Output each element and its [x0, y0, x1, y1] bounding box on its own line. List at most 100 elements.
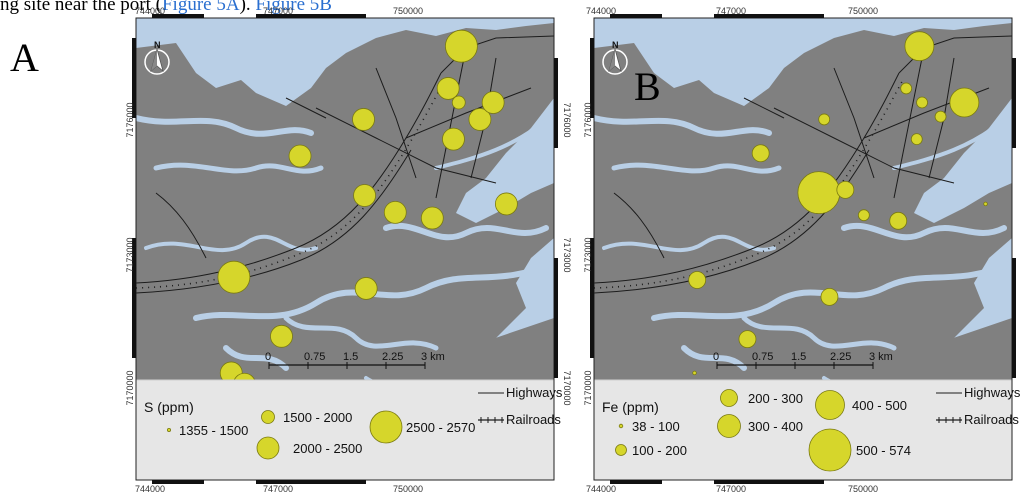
sample-point [900, 82, 913, 95]
north-arrow-icon [144, 47, 170, 75]
sample-point [270, 324, 293, 348]
easting-tick-label-top: 750000 [848, 6, 878, 16]
highway-line [136, 72, 442, 284]
sample-point [420, 206, 444, 230]
legend-class-label: 200 - 300 [748, 391, 803, 406]
legend-class-label: 400 - 500 [852, 398, 907, 413]
neatline-segment [590, 238, 594, 358]
legend-class-label: 38 - 100 [632, 419, 680, 434]
neatline-segment [554, 58, 558, 148]
neatline-segment [132, 38, 136, 118]
highway-line [155, 192, 207, 259]
river-channel [383, 223, 549, 241]
scale-bar-label: 0.75 [752, 351, 773, 363]
sample-point [692, 370, 697, 376]
highway-line [594, 72, 900, 284]
neatline-segment [610, 14, 662, 18]
northing-tick-label-left: 7170000 [125, 370, 135, 405]
neatline-segment [610, 480, 662, 484]
sample-point [436, 77, 460, 100]
easting-tick-label-top: 750000 [393, 6, 423, 16]
neatline-segment [714, 480, 824, 484]
legend-symbol [369, 410, 403, 444]
river-channel [841, 223, 1007, 241]
scale-bar-label: 1.5 [343, 351, 358, 363]
neatline-segment [1012, 58, 1016, 148]
sample-point [352, 108, 375, 131]
highway-line [285, 97, 327, 119]
highway-line [315, 107, 497, 184]
scale-bar-label: 3 km [421, 351, 445, 363]
legend-class-label: 300 - 400 [748, 419, 803, 434]
sample-point [857, 209, 870, 222]
sample-point [442, 127, 465, 151]
easting-tick-label-bottom: 744000 [135, 484, 165, 494]
highway-line [375, 67, 417, 179]
neatline-segment [256, 14, 366, 18]
legend-title: Fe (ppm) [602, 399, 659, 415]
river-channel [283, 315, 439, 351]
caption-text: ng site near the port (Figure 5A). Figur… [0, 0, 332, 16]
sample-point [818, 113, 831, 126]
sample-point [451, 95, 466, 110]
neatline-segment [152, 14, 204, 18]
north-label: N [612, 40, 619, 50]
scale-bar-label: 0.75 [304, 351, 325, 363]
northing-tick-label-right: 7173000 [562, 237, 572, 272]
sample-point [889, 211, 908, 230]
legend-class-label: 2000 - 2500 [293, 441, 362, 456]
sample-point [797, 171, 841, 215]
legend-title: S (ppm) [144, 399, 194, 415]
sample-point [354, 277, 378, 300]
northing-tick-label-left: 7176000 [583, 102, 593, 137]
northing-tick-label-left: 7176000 [125, 102, 135, 137]
caption-prefix: ng site near the port ( [0, 0, 162, 15]
sample-point [738, 330, 757, 349]
river-channel [594, 115, 772, 137]
sample-point [751, 144, 770, 163]
sample-point [983, 201, 988, 207]
northing-tick-label-left: 7170000 [583, 370, 593, 405]
easting-tick-label-top: 744000 [586, 6, 616, 16]
sample-point [445, 29, 478, 63]
northing-tick-label-right: 7176000 [562, 102, 572, 137]
legend-railroads-label: Railroads [506, 412, 561, 427]
legend-symbol [615, 444, 627, 456]
highway-line [136, 149, 412, 294]
legend-symbol [808, 428, 852, 472]
easting-tick-label-bottom: 750000 [393, 484, 423, 494]
legend-class-label: 2500 - 2570 [406, 420, 475, 435]
highway-line [613, 192, 665, 259]
legend-symbol [717, 414, 741, 438]
legend-class-label: 1500 - 2000 [283, 410, 352, 425]
easting-tick-label-bottom: 747000 [263, 484, 293, 494]
legend-symbol [256, 436, 280, 460]
scale-bar-label: 0 [265, 351, 271, 363]
map-panel-b: Fe (ppm) 38 - 100 100 - 200 200 - 300 300 - … [583, 6, 1020, 494]
highway-line [893, 47, 925, 199]
northing-tick-label-left: 7173000 [125, 237, 135, 272]
highway-line [743, 97, 785, 119]
sample-point [383, 200, 407, 224]
sample-point [836, 180, 855, 199]
highway-line [898, 35, 1012, 74]
sample-point [949, 87, 980, 118]
easting-tick-label-bottom: 747000 [716, 484, 746, 494]
panel-letter-b: B [634, 64, 661, 109]
legend-class-label: 1355 - 1500 [179, 423, 248, 438]
sample-point [904, 31, 935, 62]
sample-point [494, 192, 518, 216]
neatline-segment [714, 14, 824, 18]
legend-symbol [815, 390, 845, 420]
river-channel [741, 315, 897, 351]
sample-point [934, 110, 947, 123]
north-arrow-icon [602, 47, 628, 75]
legend-class-label: 100 - 200 [632, 443, 687, 458]
sample-point [288, 144, 312, 168]
highway-line [435, 47, 467, 199]
legend-railroads-label: Railroads [964, 412, 1019, 427]
scale-bar-label: 2.25 [382, 351, 403, 363]
figure-5a-link[interactable]: Figure 5A [161, 0, 240, 15]
figure-5b-link[interactable]: Figure 5B [255, 0, 332, 15]
river-channel [611, 162, 782, 174]
